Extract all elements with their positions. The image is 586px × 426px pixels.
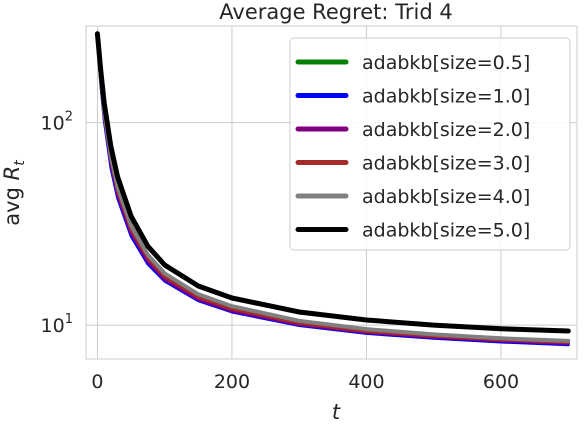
x-axis-ticks: 0 200 400 600 [91, 371, 519, 393]
x-tick-label: 0 [91, 371, 103, 393]
y-axis-label: avg Rt [0, 160, 28, 226]
legend-label-3: adabkb[size=2.0] [362, 119, 530, 141]
legend-label-4: adabkb[size=3.0] [362, 153, 530, 175]
x-tick-label: 200 [214, 371, 250, 393]
legend-label-6: adabkb[size=5.0] [362, 220, 530, 242]
legend-label-5: adabkb[size=4.0] [362, 186, 530, 208]
x-tick-label: 400 [348, 371, 384, 393]
y-tick-label: 102 [41, 110, 73, 135]
series-group [94, 31, 571, 347]
series-line-6 [94, 31, 571, 334]
legend-box [289, 37, 571, 251]
x-axis-label: t [332, 400, 341, 424]
y-axis-ticks: 101 102 [41, 110, 73, 337]
x-tick-label: 600 [483, 371, 519, 393]
legend-label-1: adabkb[size=0.5] [362, 52, 530, 74]
legend: adabkb[size=0.5] adabkb[size=1.0] adabkb[s… [289, 37, 571, 251]
legend-items: adabkb[size=0.5] adabkb[size=1.0] adabkb[s… [295, 52, 530, 242]
chart-title: Average Regret: Trid 4 [219, 0, 452, 24]
y-tick-label: 101 [41, 312, 73, 337]
legend-label-2: adabkb[size=1.0] [362, 86, 530, 108]
